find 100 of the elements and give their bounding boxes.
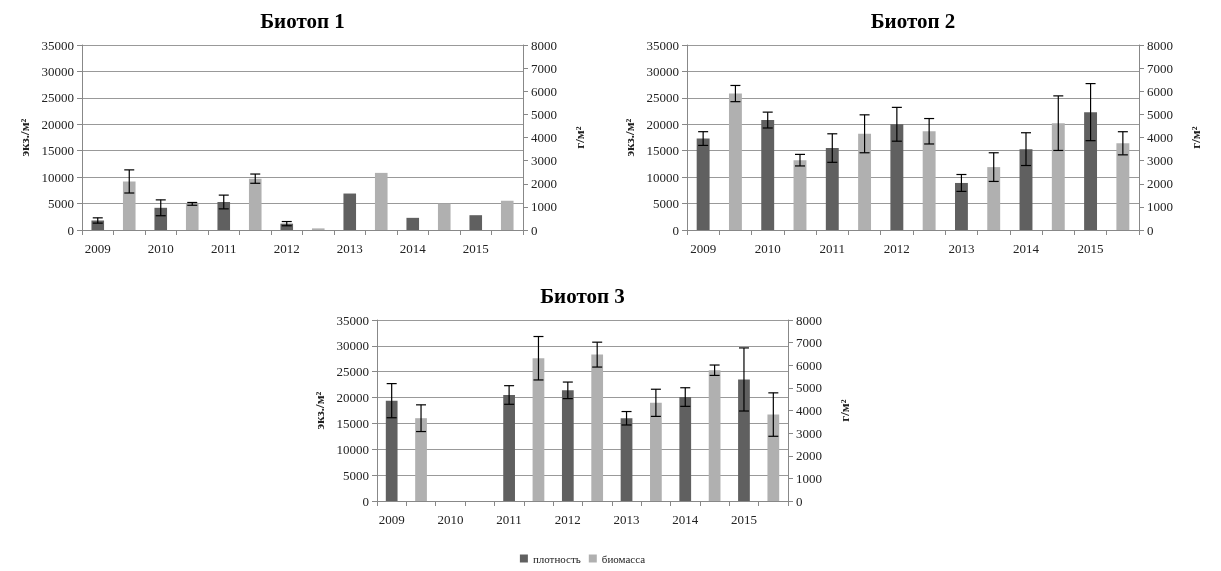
y2-axis-title: г/м² [572, 126, 587, 149]
bar [761, 120, 775, 230]
y2-tick-label: 1000 [1147, 199, 1173, 215]
x-tick-label: 2010 [754, 241, 781, 256]
y-tick-label: 10000 [336, 441, 369, 457]
x-tick-label: 2013 [948, 241, 975, 256]
y2-tick-label: 6000 [1147, 83, 1173, 99]
y-tick-label: 10000 [41, 169, 74, 185]
y-tick-label: 20000 [336, 390, 369, 406]
bar [767, 414, 780, 501]
bar [1084, 112, 1098, 230]
x-tick-label: 2013 [613, 512, 640, 527]
y2-tick-label: 2000 [531, 176, 557, 192]
y2-tick-label: 7000 [796, 335, 822, 351]
y2-tick-label: 2000 [796, 448, 822, 464]
y2-tick-label: 3000 [531, 153, 557, 169]
y-tick-label: 25000 [646, 90, 679, 106]
bar [500, 200, 514, 230]
legend-label: плотность [532, 552, 581, 565]
x-tick-label: 2011 [496, 512, 522, 527]
y-tick-label: 0 [67, 222, 74, 238]
chart-title: Биотоп 3 [540, 283, 625, 308]
y-tick-label: 10000 [646, 169, 679, 185]
y2-tick-label: 7000 [531, 60, 557, 76]
bar [890, 124, 904, 230]
bar [343, 193, 357, 230]
bar [469, 215, 483, 230]
bar [1051, 123, 1065, 230]
y2-tick-label: 3000 [796, 425, 822, 441]
y-tick-label: 15000 [336, 415, 369, 431]
bar [122, 181, 136, 230]
chart-title: Биотоп 2 [870, 8, 956, 33]
y2-tick-label: 6000 [531, 83, 557, 99]
bar [385, 400, 398, 501]
y2-tick-label: 3000 [1147, 153, 1173, 169]
x-tick-label: 2012 [273, 241, 300, 256]
bar [415, 418, 427, 501]
y-tick-label: 20000 [41, 116, 74, 132]
bar [793, 160, 807, 230]
bar [503, 394, 515, 501]
bar [406, 217, 420, 230]
x-tick-label: 2009 [690, 241, 717, 256]
x-tick-label: 2011 [819, 241, 846, 256]
y2-tick-label: 4000 [796, 403, 822, 418]
bar [185, 203, 199, 230]
y2-axis-title: г/м² [837, 399, 852, 422]
bar [248, 178, 262, 230]
y-tick-label: 5000 [653, 196, 679, 212]
x-tick-label: 2010 [437, 512, 464, 527]
bar [728, 93, 742, 230]
x-tick-label: 2015 [462, 241, 489, 256]
y2-tick-label: 8000 [1147, 37, 1173, 53]
y-tick-label: 30000 [646, 63, 679, 79]
y2-tick-label: 8000 [796, 312, 822, 328]
bar [1019, 149, 1033, 230]
y2-tick-label: 8000 [531, 37, 557, 53]
x-tick-label: 2011 [210, 241, 237, 256]
y-tick-label: 35000 [646, 37, 679, 53]
y-tick-label: 35000 [41, 37, 74, 53]
y-tick-label: 5000 [343, 467, 369, 483]
bar [738, 379, 750, 501]
bar [217, 201, 231, 230]
bar [825, 148, 839, 230]
y-tick-label: 0 [672, 222, 679, 238]
x-tick-label: 2014 [399, 241, 427, 256]
bar [591, 354, 604, 501]
bar [696, 138, 710, 230]
y-tick-label: 25000 [336, 364, 369, 380]
legend-label: биомасса [601, 552, 646, 565]
y2-tick-label: 4000 [531, 130, 557, 145]
bar [374, 172, 388, 230]
x-tick-label: 2014 [1013, 241, 1040, 256]
y2-tick-label: 0 [1147, 222, 1154, 238]
y-axis-title: экз./м² [311, 391, 327, 430]
y-tick-label: 5000 [48, 196, 74, 212]
y-tick-label: 0 [362, 493, 369, 509]
bar [650, 402, 662, 501]
bar [922, 131, 936, 230]
y-tick-label: 30000 [41, 63, 74, 79]
bar [679, 397, 692, 501]
bar [532, 358, 545, 501]
x-tick-label: 2012 [554, 512, 581, 527]
y-tick-label: 20000 [646, 116, 679, 132]
chart-title: Биотоп 1 [260, 8, 345, 33]
y2-tick-label: 5000 [531, 106, 557, 122]
bar [561, 390, 574, 501]
y2-tick-label: 1000 [531, 199, 557, 215]
y2-axis-title: г/м² [1188, 126, 1203, 149]
y2-tick-label: 5000 [1147, 106, 1173, 122]
y2-tick-label: 0 [531, 222, 538, 238]
bar [437, 203, 451, 230]
y2-tick-label: 6000 [796, 357, 822, 373]
bar [954, 182, 968, 230]
x-tick-label: 2015 [730, 512, 757, 527]
x-tick-label: 2015 [1077, 241, 1104, 256]
y-axis-title: экз./м² [16, 118, 32, 157]
y2-tick-label: 0 [796, 493, 803, 509]
bar [1116, 143, 1130, 230]
y2-tick-label: 5000 [796, 380, 822, 396]
y2-tick-label: 7000 [1147, 60, 1173, 76]
